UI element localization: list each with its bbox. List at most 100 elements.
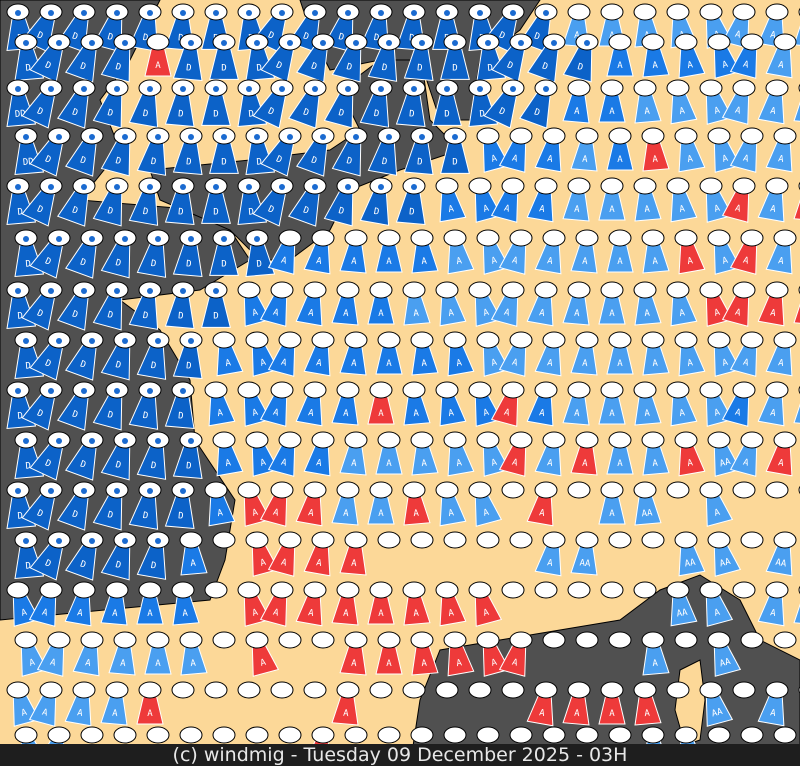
- wind-label: D: [213, 312, 218, 322]
- wind-label: A: [652, 659, 659, 669]
- cloud-cover-marker: [278, 531, 302, 549]
- wind-station: A: [633, 177, 662, 222]
- cloud-cover-marker: [402, 681, 426, 699]
- wind-station: A: [331, 281, 360, 326]
- wind-station: D: [172, 33, 203, 82]
- cloud-cover-marker: [179, 631, 203, 649]
- rain-drop-icon: [345, 86, 351, 92]
- wind-station: D: [367, 33, 401, 82]
- rain-drop-icon: [48, 388, 54, 394]
- cloud-cover-marker: [641, 127, 665, 145]
- cloud-cover-marker: [732, 681, 756, 699]
- cloud-cover-marker: [72, 581, 96, 599]
- cloud-cover-marker: [212, 726, 236, 744]
- wind-label: A: [713, 408, 721, 419]
- wind-label: A: [307, 608, 315, 619]
- rain-drop-icon: [180, 184, 186, 190]
- cloud-cover-marker: [468, 581, 492, 599]
- wind-direction-wedge: [793, 87, 800, 124]
- wind-station: A: [490, 381, 525, 427]
- cloud-cover-marker: [534, 481, 558, 499]
- wind-label: D: [114, 62, 122, 73]
- cloud-cover-marker: [443, 726, 467, 744]
- wind-station: [674, 631, 698, 649]
- cloud-cover-marker: [765, 281, 789, 299]
- wind-station: A: [498, 331, 533, 377]
- wind-station: A: [666, 177, 698, 223]
- cloud-cover-marker: [146, 33, 170, 51]
- cloud-cover-marker: [113, 631, 137, 649]
- wind-label: D: [25, 63, 31, 73]
- wind-label: D: [106, 32, 114, 43]
- wind-label: A: [421, 459, 428, 469]
- cloud-cover-marker: [707, 631, 731, 649]
- wind-label: D: [79, 559, 88, 570]
- wind-label: A: [456, 458, 464, 469]
- cloud-cover-marker: [47, 726, 71, 744]
- wind-label: D: [541, 61, 550, 72]
- wind-station: A: [729, 431, 764, 477]
- wind-station: D: [172, 127, 203, 176]
- wind-label: A: [721, 358, 729, 369]
- rain-drop-icon: [254, 134, 260, 140]
- cloud-cover-marker: [542, 431, 566, 449]
- wind-label: A: [259, 658, 267, 669]
- wind-station: A: [144, 33, 172, 77]
- wind-station: D: [128, 481, 162, 530]
- cloud-cover-marker: [237, 581, 261, 599]
- cloud-cover-marker: [402, 581, 426, 599]
- cloud-cover-marker: [707, 531, 731, 549]
- wind-label: A: [652, 61, 659, 71]
- rain-drop-icon: [320, 134, 326, 140]
- rain-drop-icon: [122, 134, 128, 140]
- cloud-cover-marker: [740, 431, 764, 449]
- wind-station: A: [339, 531, 368, 576]
- cloud-cover-marker: [311, 331, 335, 349]
- cloud-cover-marker: [600, 79, 624, 97]
- wind-station: A: [72, 631, 104, 677]
- cloud-cover-marker: [773, 431, 797, 449]
- wind-label: A: [448, 608, 456, 619]
- cloud-cover-marker: [773, 726, 797, 744]
- wind-label: D: [186, 461, 192, 471]
- cloud-cover-marker: [410, 431, 434, 449]
- rain-drop-icon: [386, 40, 392, 46]
- cloud-cover-marker: [270, 481, 294, 499]
- wind-label: D: [310, 61, 319, 72]
- wind-label: A: [769, 608, 777, 619]
- wind-station: [666, 481, 690, 499]
- wind-label: A: [742, 358, 750, 369]
- rain-drop-icon: [188, 338, 194, 344]
- cloud-cover-marker: [765, 481, 789, 499]
- rain-drop-icon: [180, 488, 186, 494]
- rain-drop-icon: [188, 236, 194, 242]
- wind-station: A: [674, 331, 706, 377]
- wind-station: A: [267, 431, 302, 477]
- cloud-cover-marker: [270, 581, 294, 599]
- cloud-cover-marker: [509, 331, 533, 349]
- wind-label: A: [609, 107, 615, 117]
- cloud-cover-marker: [105, 681, 129, 699]
- rain-drop-icon: [378, 86, 384, 92]
- wind-station: A: [606, 431, 634, 475]
- rain-drop-icon: [114, 184, 120, 190]
- rain-drop-icon: [180, 86, 186, 92]
- wind-label: A: [190, 659, 197, 669]
- wind-label: A: [421, 359, 428, 369]
- wind-label: A: [490, 458, 498, 469]
- rain-drop-icon: [452, 134, 458, 140]
- cloud-cover-marker: [542, 127, 566, 145]
- wind-station: A: [641, 229, 670, 274]
- wind-station: A: [367, 581, 395, 625]
- wind-station: D: [331, 127, 368, 177]
- cloud-cover-marker: [509, 726, 533, 744]
- wind-station: [237, 681, 261, 699]
- rain-drop-icon: [122, 538, 128, 544]
- wind-station: D: [29, 331, 71, 381]
- cloud-cover-marker: [542, 726, 566, 744]
- wind-station: D: [92, 79, 129, 129]
- wind-label: A: [538, 204, 546, 215]
- wind-station: A: [179, 531, 208, 576]
- wind-label: A: [679, 204, 687, 215]
- wind-label: A: [272, 608, 280, 619]
